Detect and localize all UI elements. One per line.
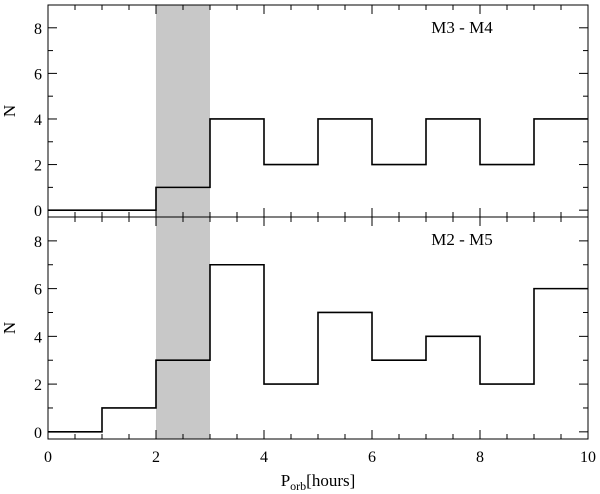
y-tick-label: 8 xyxy=(34,234,42,251)
x-tick-label: 6 xyxy=(368,449,376,466)
y-tick-label: 6 xyxy=(34,282,42,299)
y-tick-label: 2 xyxy=(34,158,42,175)
panel-label: M2 - M5 xyxy=(431,230,492,249)
histogram-steps xyxy=(48,263,588,433)
histogram-steps xyxy=(48,118,588,211)
x-axis-label-main: P xyxy=(281,471,290,490)
x-axis-label: Porb[hours] xyxy=(281,471,356,493)
x-axis-label-sub: orb xyxy=(290,479,306,493)
y-tick-label: 4 xyxy=(34,112,42,129)
y-tick-label: 6 xyxy=(34,66,42,83)
top-panel: 0 2 4 6 8 N M3 - M4 xyxy=(0,4,589,220)
panel-label: M3 - M4 xyxy=(431,18,493,37)
y-tick-label: 0 xyxy=(34,203,42,220)
x-tick-label: 10 xyxy=(580,449,596,466)
y-tick-label: 0 xyxy=(34,425,42,442)
y-tick-label: 2 xyxy=(34,377,42,394)
shaded-region xyxy=(156,217,210,439)
x-tick-label: 8 xyxy=(476,449,484,466)
bottom-panel: 0 2 4 6 8 N 0 2 4 6 8 10 M2 - M5 xyxy=(0,216,596,466)
y-tick-label: 4 xyxy=(34,329,42,346)
x-tick-label: 4 xyxy=(260,449,268,466)
x-tick-label: 2 xyxy=(152,449,160,466)
y-axis-label: N xyxy=(0,322,19,334)
x-tick-label: 0 xyxy=(44,449,52,466)
y-axis-label: N xyxy=(0,105,19,117)
plot-frame xyxy=(47,4,589,218)
x-axis-label-unit: [hours] xyxy=(306,471,355,490)
shaded-region xyxy=(156,5,210,217)
y-tick-label: 8 xyxy=(34,21,42,38)
